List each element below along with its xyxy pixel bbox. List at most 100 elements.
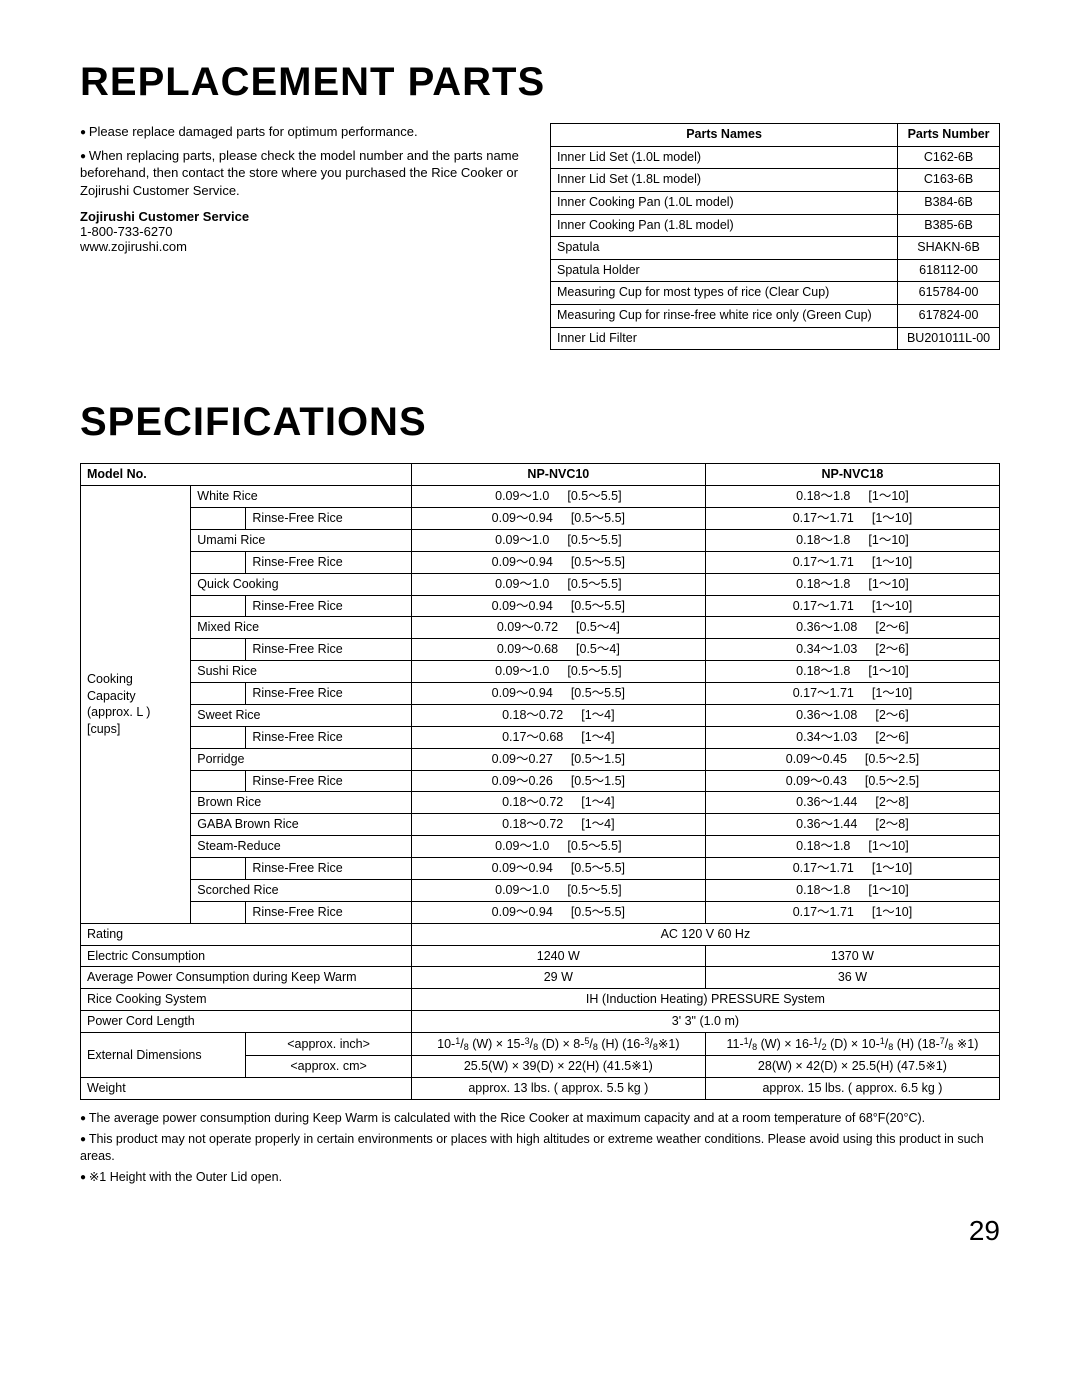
parts-row: Spatula Holder618112-00 <box>551 259 1000 282</box>
spec-val-m2: 0.18～1.8[1～10] <box>705 486 999 508</box>
parts-table-wrapper: Parts Names Parts Number Inner Lid Set (… <box>550 123 1000 350</box>
spec-row: Power Cord Length3' 3" (1.0 m) <box>81 1011 1000 1033</box>
replacement-parts-section: Please replace damaged parts for optimum… <box>80 123 1000 350</box>
spec-type: GABA Brown Rice <box>191 814 412 836</box>
spec-row: Umami Rice0.09～1.0[0.5～5.5]0.18～1.8[1～10… <box>81 529 1000 551</box>
parts-cell-number: 618112-00 <box>898 259 1000 282</box>
spec-val-m1: 0.09～0.26[0.5～1.5] <box>411 770 705 792</box>
spec-type: Brown Rice <box>191 792 412 814</box>
parts-cell-name: Spatula <box>551 237 898 260</box>
spec-dim-cm-m1: 25.5(W) × 39(D) × 22(H) (41.5※1) <box>411 1056 705 1078</box>
spec-val-m2: 0.17～1.71[1～10] <box>705 901 999 923</box>
spec-value: IH (Induction Heating) PRESSURE System <box>411 989 999 1011</box>
spec-val-m1: 0.09～0.94[0.5～5.5] <box>411 595 705 617</box>
parts-cell-number: C162-6B <box>898 146 1000 169</box>
spec-row: Electric Consumption1240 W1370 W <box>81 945 1000 967</box>
spec-row: Rinse-Free Rice0.09～0.94[0.5～5.5]0.17～1.… <box>81 858 1000 880</box>
spec-type: Sushi Rice <box>191 661 412 683</box>
spec-val-m2: 0.18～1.8[1～10] <box>705 529 999 551</box>
spec-type: Umami Rice <box>191 529 412 551</box>
spec-row: Steam-Reduce0.09～1.0[0.5～5.5]0.18～1.8[1～… <box>81 836 1000 858</box>
spec-subtype: Rinse-Free Rice <box>246 726 411 748</box>
spec-row: Quick Cooking0.09～1.0[0.5～5.5]0.18～1.8[1… <box>81 573 1000 595</box>
note-2: This product may not operate properly in… <box>80 1131 1000 1165</box>
spec-blank <box>191 901 246 923</box>
spec-val-m2: 0.36～1.08[2～6] <box>705 617 999 639</box>
spec-row: Mixed Rice0.09～0.72[0.5～4]0.36～1.08[2～6] <box>81 617 1000 639</box>
spec-blank <box>191 639 246 661</box>
spec-dim-unit: <approx. cm> <box>246 1056 411 1078</box>
spec-row: Rice Cooking SystemIH (Induction Heating… <box>81 989 1000 1011</box>
parts-cell-number: C163-6B <box>898 169 1000 192</box>
spec-value-m2: 36 W <box>705 967 999 989</box>
spec-subtype: Rinse-Free Rice <box>246 683 411 705</box>
parts-cell-number: B384-6B <box>898 191 1000 214</box>
note-1: The average power consumption during Kee… <box>80 1110 1000 1127</box>
spec-subtype: Rinse-Free Rice <box>246 508 411 530</box>
spec-row: Rinse-Free Rice0.09～0.94[0.5～5.5]0.17～1.… <box>81 508 1000 530</box>
spec-type: Scorched Rice <box>191 879 412 901</box>
spec-type: Quick Cooking <box>191 573 412 595</box>
spec-type: Steam-Reduce <box>191 836 412 858</box>
spec-val-m1: 0.09～1.0[0.5～5.5] <box>411 836 705 858</box>
spec-type: White Rice <box>191 486 412 508</box>
parts-table: Parts Names Parts Number Inner Lid Set (… <box>550 123 1000 350</box>
spec-val-m1: 0.09～1.0[0.5～5.5] <box>411 573 705 595</box>
intro-column: Please replace damaged parts for optimum… <box>80 123 530 350</box>
capacity-label: CookingCapacity (approx. L )[cups] <box>81 486 191 924</box>
parts-row: Inner Cooking Pan (1.0L model)B384-6B <box>551 191 1000 214</box>
spec-val-m2: 0.17～1.71[1～10] <box>705 551 999 573</box>
spec-subtype: Rinse-Free Rice <box>246 639 411 661</box>
spec-val-m2: 0.36～1.44[2～8] <box>705 814 999 836</box>
spec-label: Average Power Consumption during Keep Wa… <box>81 967 412 989</box>
customer-service-phone: 1-800-733-6270 <box>80 224 173 239</box>
spec-row: Rinse-Free Rice0.17～0.68[1～4]0.34～1.03[2… <box>81 726 1000 748</box>
heading-replacement-parts: REPLACEMENT PARTS <box>80 60 1000 105</box>
spec-val-m1: 0.09～1.0[0.5～5.5] <box>411 486 705 508</box>
spec-val-m2: 0.18～1.8[1～10] <box>705 661 999 683</box>
spec-type: Mixed Rice <box>191 617 412 639</box>
spec-val-m1: 0.09～0.94[0.5～5.5] <box>411 683 705 705</box>
spec-row: Rinse-Free Rice0.09～0.26[0.5～1.5]0.09～0.… <box>81 770 1000 792</box>
customer-service-block: Zojirushi Customer Service 1-800-733-627… <box>80 209 530 254</box>
spec-val-m1: 0.18～0.72[1～4] <box>411 814 705 836</box>
spec-blank <box>191 595 246 617</box>
spec-blank <box>191 770 246 792</box>
spec-table: Model No. NP-NVC10 NP-NVC18 CookingCapac… <box>80 463 1000 1100</box>
spec-value: AC 120 V 60 Hz <box>411 923 999 945</box>
parts-row: Inner Lid Set (1.8L model)C163-6B <box>551 169 1000 192</box>
spec-label: Rice Cooking System <box>81 989 412 1011</box>
parts-cell-number: 615784-00 <box>898 282 1000 305</box>
parts-row: Measuring Cup for most types of rice (Cl… <box>551 282 1000 305</box>
parts-cell-name: Inner Cooking Pan (1.0L model) <box>551 191 898 214</box>
spec-row: Rinse-Free Rice0.09～0.94[0.5～5.5]0.17～1.… <box>81 683 1000 705</box>
spec-header-model: Model No. <box>81 464 412 486</box>
heading-specifications: SPECIFICATIONS <box>80 400 1000 445</box>
spec-blank <box>191 683 246 705</box>
spec-row: Weightapprox. 13 lbs. ( approx. 5.5 kg )… <box>81 1078 1000 1100</box>
spec-dim-unit: <approx. inch> <box>246 1033 411 1056</box>
spec-val-m2: 0.09～0.43[0.5～2.5] <box>705 770 999 792</box>
spec-row: External Dimensions <approx. inch> 10-1/… <box>81 1033 1000 1056</box>
spec-val-m1: 0.09～0.94[0.5～5.5] <box>411 901 705 923</box>
spec-value-m1: 29 W <box>411 967 705 989</box>
spec-val-m2: 0.18～1.8[1～10] <box>705 573 999 595</box>
spec-subtype: Rinse-Free Rice <box>246 858 411 880</box>
spec-val-m2: 0.36～1.08[2～6] <box>705 704 999 726</box>
parts-cell-name: Inner Lid Set (1.8L model) <box>551 169 898 192</box>
spec-value-m1: approx. 13 lbs. ( approx. 5.5 kg ) <box>411 1078 705 1100</box>
spec-subtype: Rinse-Free Rice <box>246 770 411 792</box>
parts-row: Inner Lid FilterBU201011L-00 <box>551 327 1000 350</box>
spec-label: Rating <box>81 923 412 945</box>
spec-label-dimensions: External Dimensions <box>81 1033 246 1078</box>
spec-val-m1: 0.09～1.0[0.5～5.5] <box>411 529 705 551</box>
spec-val-m2: 0.34～1.03[2～6] <box>705 639 999 661</box>
spec-row: Brown Rice0.18～0.72[1～4]0.36～1.44[2～8] <box>81 792 1000 814</box>
parts-cell-number: SHAKN-6B <box>898 237 1000 260</box>
parts-cell-name: Inner Lid Filter <box>551 327 898 350</box>
notes: The average power consumption during Kee… <box>80 1110 1000 1186</box>
spec-row: RatingAC 120 V 60 Hz <box>81 923 1000 945</box>
spec-type: Porridge <box>191 748 412 770</box>
spec-val-m1: 0.09～0.94[0.5～5.5] <box>411 858 705 880</box>
spec-header-model2: NP-NVC18 <box>705 464 999 486</box>
